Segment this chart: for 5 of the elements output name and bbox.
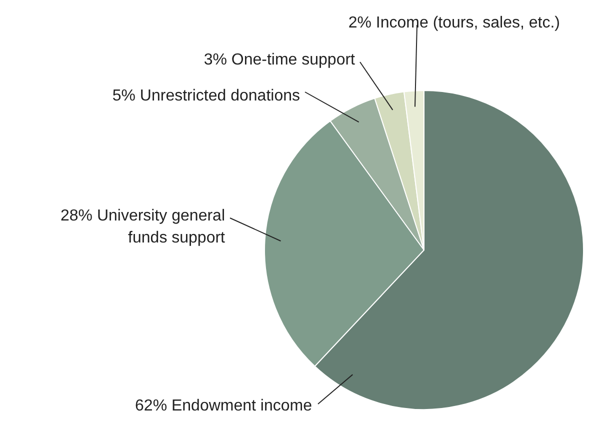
slice-label: 3% One-time support bbox=[204, 51, 356, 68]
slice-label: 62% Endowment income bbox=[135, 397, 312, 414]
slice-label: 5% Unrestricted donations bbox=[112, 87, 300, 104]
slice-label: 2% Income (tours, sales, etc.) bbox=[348, 14, 560, 32]
slice-label: 28% University general funds support bbox=[60, 207, 226, 246]
